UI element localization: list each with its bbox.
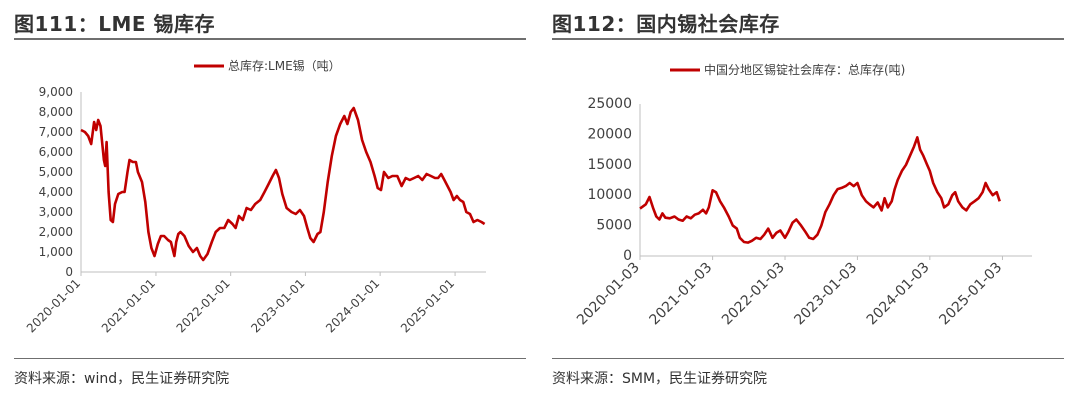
y-tick-label: 4,000: [39, 185, 73, 199]
y-tick-label: 1,000: [39, 245, 73, 259]
y-tick-label: 8,000: [39, 105, 73, 119]
y-tick-label: 6,000: [39, 145, 73, 159]
x-tick-label: 2021-01-01: [99, 276, 158, 335]
y-tick-label: 20000: [587, 126, 632, 142]
y-tick-label: 15000: [587, 157, 632, 173]
x-tick-label: 2024-01-03: [864, 260, 933, 329]
x-tick-label: 2023-01-03: [791, 260, 860, 329]
chart-panel-domestic-tin: 图112：国内锡社会库存 中国分地区锡锭社会库存：总库存(吨) 25000 2000…: [552, 0, 1076, 404]
domestic-tin-chart: 中国分地区锡锭社会库存：总库存(吨) 25000 20000 15000 10000 50…: [574, 62, 1032, 329]
x-tick-label: 2022-01-03: [719, 260, 788, 329]
y-tick-label: 25000: [587, 96, 632, 112]
y-tick-label: 9,000: [39, 85, 73, 99]
chart-panel-lme-tin: 图111：LME 锡库存 总库存:LME锡（吨） 9,000 8,000 7,000 6…: [14, 0, 538, 404]
y-tick-label: 0: [65, 265, 73, 279]
x-tick-label: 2020-01-03: [574, 260, 643, 329]
y-tick-label: 2,000: [39, 225, 73, 239]
source-rule: [552, 358, 1064, 359]
x-tick-label: 2020-01-01: [24, 276, 83, 335]
y-tick-label: 0: [623, 248, 632, 264]
x-tick-label: 2025-01-01: [398, 276, 457, 335]
source-note: 资料来源：wind，民生证券研究院: [14, 371, 230, 387]
series-line: [639, 136, 1001, 244]
x-tick-label: 2023-01-01: [248, 276, 307, 335]
legend-label: 中国分地区锡锭社会库存：总库存(吨): [704, 62, 905, 77]
x-tick-label: 2025-01-03: [936, 260, 1005, 329]
source-note: 资料来源：SMM，民生证券研究院: [552, 371, 768, 387]
y-tick-label: 5000: [596, 218, 632, 234]
series-line: [80, 106, 486, 262]
lme-tin-chart: 总库存:LME锡（吨） 9,000 8,000 7,000 6,000 5,000 4,00…: [24, 58, 486, 335]
x-tick-label: 2021-01-03: [647, 260, 716, 329]
y-tick-label: 7,000: [39, 125, 73, 139]
legend-label: 总库存:LME锡（吨）: [228, 58, 341, 73]
figure-title: 图112：国内锡社会库存: [552, 12, 780, 36]
x-tick-label: 2022-01-01: [174, 276, 233, 335]
x-tick-label: 2024-01-01: [323, 276, 382, 335]
y-tick-label: 10000: [587, 187, 632, 203]
title-rule: [14, 38, 526, 40]
source-rule: [14, 358, 526, 359]
y-tick-label: 3,000: [39, 205, 73, 219]
y-tick-label: 5,000: [39, 165, 73, 179]
figure-title: 图111：LME 锡库存: [14, 12, 216, 36]
title-rule: [552, 38, 1064, 40]
